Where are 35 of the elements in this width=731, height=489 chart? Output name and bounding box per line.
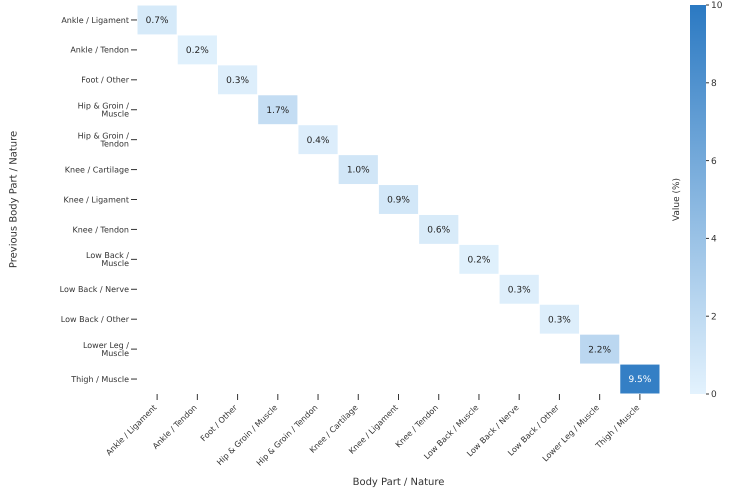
y-tick-label: Knee / Tendon xyxy=(72,225,129,234)
color-bar-label: 2 xyxy=(711,312,717,322)
y-tick-label: Knee / Ligament xyxy=(63,195,129,204)
y-tick-label: Hip & Groin / Tendon xyxy=(78,131,130,148)
color-bar-label: 0 xyxy=(711,390,717,400)
y-tick-label: Knee / Cartilage xyxy=(64,165,130,174)
y-tick-label: Low Back / Nerve xyxy=(60,285,130,294)
data-label: 2.2% xyxy=(588,345,612,356)
data-label: 9.5% xyxy=(628,375,652,386)
y-tick-label: Lower Leg / Muscle xyxy=(82,340,130,358)
color-bar-label: 6 xyxy=(711,156,717,167)
y-tick-label: Ankle / Ligament xyxy=(61,16,129,25)
data-label: 0.7% xyxy=(146,16,169,26)
data-label: 0.2% xyxy=(186,46,210,56)
y-axis-title: Previous Body Part / Nature xyxy=(8,130,20,268)
y-tick-label: Thigh / Muscle xyxy=(70,374,130,384)
y-tick-label: Low Back / Other xyxy=(60,315,130,324)
y-tick-label: Hip & Groin / Muscle xyxy=(78,102,130,119)
color-bar-label: 4 xyxy=(711,234,717,245)
data-label: 0.4% xyxy=(306,136,330,146)
data-label: 0.3% xyxy=(548,315,572,326)
data-label: 0.6% xyxy=(427,226,451,236)
y-tick-label: Ankle / Tendon xyxy=(70,46,129,55)
color-bar-label: 10 xyxy=(711,1,723,12)
color-bar-label: 8 xyxy=(711,78,717,89)
data-label: 0.9% xyxy=(387,196,410,206)
data-label: 1.0% xyxy=(346,166,370,176)
data-label: 0.3% xyxy=(508,285,532,296)
data-label: 1.7% xyxy=(266,106,290,116)
y-tick-label: Low Back / Muscle xyxy=(86,251,130,268)
y-tick-label: Foot / Other xyxy=(81,76,130,85)
data-label: 0.2% xyxy=(468,255,491,266)
data-label: 0.3% xyxy=(226,76,250,86)
color-bar-title: Value (%) xyxy=(672,178,682,222)
x-axis-title: Body Part / Nature xyxy=(352,477,444,488)
